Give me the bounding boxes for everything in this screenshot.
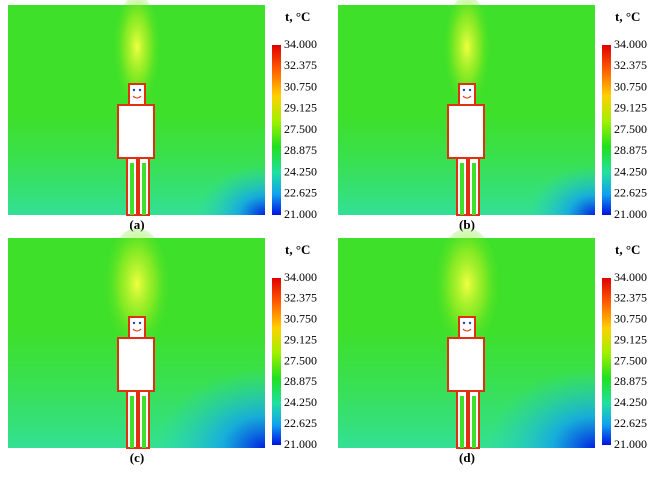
mouth — [132, 95, 142, 99]
panel: t, °C 34.000 32.375 30.750 29.125 27.500 28.87… — [338, 228, 647, 465]
head — [458, 316, 476, 339]
colorbar-tick-label: 21.000 — [284, 207, 317, 221]
colorbar-tick-label: 27.500 — [284, 122, 317, 136]
colorbar-tick-label: 27.500 — [614, 122, 647, 136]
torso — [117, 337, 155, 392]
panel-label: (d) — [459, 450, 475, 465]
leg-inner — [142, 163, 146, 215]
colorbar — [272, 45, 281, 215]
colorbar-tick-label: 29.125 — [284, 332, 317, 346]
colorbar-tick-label: 21.000 — [614, 437, 647, 451]
colorbar-tick-label: 24.250 — [284, 164, 317, 178]
warm-plume — [112, 0, 162, 125]
leg-inner — [472, 396, 476, 448]
colorbar-tick-label: 30.750 — [614, 312, 647, 326]
panel: t, °C 34.000 32.375 30.750 29.125 27.500 28.87… — [8, 0, 317, 232]
head — [128, 316, 146, 339]
colorbar-tick-label: 29.125 — [284, 101, 317, 115]
colorbar — [602, 45, 611, 215]
colorbar-tick-label: 34.000 — [284, 37, 317, 51]
mouth — [462, 95, 472, 99]
eye — [462, 88, 466, 92]
cold-corner — [488, 368, 595, 448]
colorbar — [602, 278, 611, 445]
panel: t, °C 34.000 32.375 30.750 29.125 27.500 28.87… — [338, 0, 647, 232]
eye — [468, 321, 472, 325]
warm-plume — [432, 228, 502, 368]
colorbar-tick-label: 32.375 — [614, 58, 647, 72]
panel-label: (a) — [129, 217, 144, 232]
colorbar-tick-label: 28.875 — [614, 143, 647, 157]
colorbar-tick-label: 30.750 — [614, 79, 647, 93]
leg-inner — [472, 163, 476, 215]
leg-inner — [460, 396, 464, 448]
panel-label: (c) — [130, 450, 144, 465]
mouth — [132, 328, 142, 332]
leg-inner — [130, 163, 134, 215]
leg-inner — [142, 396, 146, 448]
colorbar-tick-label: 21.000 — [614, 207, 647, 221]
eye — [138, 321, 142, 325]
colorbar-tick-label: 22.625 — [284, 416, 317, 430]
leg-inner — [130, 396, 134, 448]
eye — [462, 321, 466, 325]
colorbar-tick-label: 32.375 — [614, 291, 647, 305]
colorbar-tick-label: 24.250 — [614, 164, 647, 178]
colorbar-tick-label: 22.625 — [284, 186, 317, 200]
colorbar-tick-label: 27.500 — [284, 353, 317, 367]
cold-corner — [198, 165, 265, 215]
colorbar-title: t, °C — [615, 242, 640, 257]
colorbar — [272, 278, 281, 445]
colorbar-tick-label: 32.375 — [284, 291, 317, 305]
head — [128, 83, 146, 106]
warm-plume — [102, 228, 172, 368]
colorbar-tick-label: 24.250 — [614, 395, 647, 409]
colorbar-tick-label: 24.250 — [284, 395, 317, 409]
eye — [138, 88, 142, 92]
colorbar-tick-label: 32.375 — [284, 58, 317, 72]
colorbar-title: t, °C — [615, 9, 640, 24]
torso — [447, 337, 485, 392]
colorbar-tick-label: 28.875 — [284, 143, 317, 157]
colorbar-tick-label: 27.500 — [614, 353, 647, 367]
colorbar-tick-label: 30.750 — [284, 312, 317, 326]
head — [458, 83, 476, 106]
colorbar-tick-label: 22.625 — [614, 186, 647, 200]
colorbar-tick-label: 28.875 — [284, 374, 317, 388]
leg-inner — [460, 163, 464, 215]
colorbar-tick-label: 34.000 — [284, 270, 317, 284]
mouth — [462, 328, 472, 332]
colorbar-tick-label: 21.000 — [284, 437, 317, 451]
cold-corner — [528, 165, 595, 215]
colorbar-title: t, °C — [285, 242, 310, 257]
panel: t, °C 34.000 32.375 30.750 29.125 27.500 28.87… — [8, 228, 317, 465]
torso — [117, 104, 155, 159]
colorbar-tick-label: 22.625 — [614, 416, 647, 430]
cold-corner — [158, 368, 265, 448]
eye — [132, 88, 136, 92]
eye — [132, 321, 136, 325]
colorbar-tick-label: 29.125 — [614, 332, 647, 346]
torso — [447, 104, 485, 159]
colorbar-tick-label: 34.000 — [614, 270, 647, 284]
colorbar-tick-label: 34.000 — [614, 37, 647, 51]
panel-label: (b) — [459, 217, 475, 232]
colorbar-tick-label: 29.125 — [614, 101, 647, 115]
colorbar-title: t, °C — [285, 9, 310, 24]
eye — [468, 88, 472, 92]
colorbar-tick-label: 28.875 — [614, 374, 647, 388]
colorbar-tick-label: 30.750 — [284, 79, 317, 93]
warm-plume — [442, 0, 492, 125]
